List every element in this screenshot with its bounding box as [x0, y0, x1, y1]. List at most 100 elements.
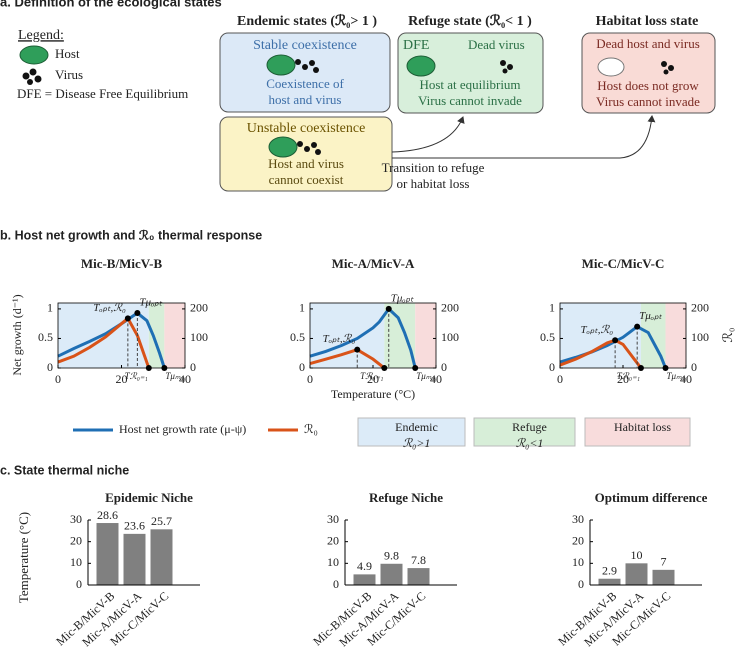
habitat-top: Dead host and virus — [596, 36, 700, 51]
value-label: 25.7 — [151, 514, 172, 528]
habitat-heading: Habitat loss state — [596, 14, 699, 29]
y-tick-label: 30 — [70, 512, 82, 526]
y2-tick-label: 100 — [441, 330, 459, 344]
value-label: 7.8 — [411, 553, 426, 567]
region — [164, 303, 185, 368]
unstable-line: Host and virus — [268, 156, 344, 171]
unstable-title: Unstable coexistence — [247, 121, 366, 136]
arrow — [391, 116, 465, 153]
chart-title: Mic-A/MicV-A — [332, 256, 415, 271]
y-tick-label: 0 — [299, 360, 305, 374]
y2-tick-label: 200 — [691, 301, 709, 315]
legend-host: Host — [55, 46, 80, 61]
chart-title: Mic-C/MicV-C — [582, 256, 665, 271]
transition-text: or habitat loss — [397, 176, 470, 191]
y-tick-label: 10 — [572, 555, 584, 569]
y-tick-label: 0.5 — [540, 330, 555, 344]
value-label: 10 — [631, 548, 643, 562]
habitat-line: Host does not grow — [597, 78, 699, 93]
bar — [652, 569, 675, 585]
series-line — [559, 338, 643, 369]
panel-title: a. Definition of the ecological states — [0, 0, 222, 9]
point-label: Tℛ₀₌₁ — [125, 371, 148, 381]
y2-tick-label: 100 — [691, 330, 709, 344]
point-label: Tℛ₀₌₁ — [617, 371, 640, 381]
host-icon — [19, 45, 49, 65]
point-marker — [145, 365, 152, 371]
refuge-line: Virus cannot invade — [418, 93, 522, 108]
refuge-box — [397, 32, 544, 114]
x-tick-label: 40 — [680, 372, 692, 386]
x-tick-label: 0 — [557, 372, 563, 386]
stable-box — [219, 32, 391, 113]
x-tick-label: 0 — [55, 372, 61, 386]
legend-virus: Virus — [55, 67, 83, 82]
bar — [625, 563, 648, 585]
panel-title: b. Host net growth and ℛ₀ thermal respon… — [0, 228, 262, 242]
refuge-tag: DFE — [403, 38, 429, 53]
y-axis-label: Net growth (d⁻¹) — [10, 294, 24, 375]
region — [415, 303, 436, 368]
y-tick-label: 30 — [327, 512, 339, 526]
unstable-line: cannot coexist — [269, 172, 344, 187]
chart-title: Epidemic Niche — [105, 490, 193, 505]
value-label: 7 — [661, 555, 667, 569]
y-tick-label: 1 — [549, 301, 555, 315]
y2-tick-label: 200 — [441, 301, 459, 315]
refuge-line: Host at equilibrium — [419, 77, 520, 92]
virus-icon — [22, 68, 42, 85]
y-tick-label: 0.5 — [290, 330, 305, 344]
legend-swatch — [584, 417, 691, 447]
y-tick-label: 0 — [549, 360, 555, 374]
x-tick-label: 20 — [617, 372, 629, 386]
refuge-heading: Refuge state (ℛ₀< 1 ) — [408, 13, 532, 29]
point-marker — [161, 365, 168, 371]
y-tick-label: 20 — [327, 533, 339, 547]
legend-sublabel: ℛ₀>1 — [403, 436, 431, 450]
point-marker — [124, 315, 131, 322]
chart-title: Optimum difference — [595, 490, 708, 505]
point-marker — [662, 365, 669, 371]
y-tick-label: 1 — [299, 301, 305, 315]
bar — [380, 563, 403, 585]
y-tick-label: 0.5 — [38, 330, 53, 344]
point-label: Tμₒₚₜ — [139, 297, 162, 309]
point-label: Tₒₚₜ,ℛ₀ — [93, 302, 126, 314]
y-axis-label: Temperature (°C) — [16, 512, 31, 603]
host-icon — [266, 54, 296, 76]
point-marker — [634, 323, 641, 330]
y2-tick-label: 100 — [190, 330, 208, 344]
virus-icon — [295, 59, 319, 73]
bar — [598, 578, 621, 585]
x-tick-label: 0 — [307, 372, 313, 386]
transition-text: Transition to refuge — [382, 160, 485, 175]
point-label: Tμₘₐₓ — [165, 371, 186, 381]
bar — [150, 529, 173, 585]
virus-icon — [500, 60, 513, 74]
series-line — [309, 348, 386, 370]
region — [384, 303, 416, 368]
series-line — [309, 306, 417, 369]
legend-note: DFE = Disease Free Equilibrium — [17, 86, 188, 101]
virus-icon — [661, 61, 674, 75]
habitat-box — [581, 32, 716, 114]
stable-title: Stable coexistence — [253, 38, 357, 53]
y-tick-label: 0 — [578, 577, 584, 591]
y2-tick-label: 0 — [190, 360, 196, 374]
point-marker — [612, 337, 619, 344]
point-label: Tₒₚₜ,ℛ₀ — [581, 324, 614, 336]
point-label: Tμₒₚₜ — [639, 310, 662, 322]
y-tick-label: 10 — [327, 555, 339, 569]
y-tick-label: 0 — [76, 577, 82, 591]
value-label: 23.6 — [124, 519, 145, 533]
legend-label: Habitat loss — [614, 420, 671, 434]
refuge-dead: Dead virus — [468, 37, 525, 52]
legend-swatch — [357, 417, 466, 447]
point-marker — [385, 305, 392, 312]
point-marker — [354, 346, 361, 353]
chart-title: Mic-B/MicV-B — [81, 256, 163, 271]
legend-label: Host net growth rate (μ-ψ) — [119, 422, 246, 436]
y-tick-label: 0 — [333, 577, 339, 591]
x-tick-label: 20 — [367, 372, 379, 386]
y-tick-label: 20 — [572, 533, 584, 547]
